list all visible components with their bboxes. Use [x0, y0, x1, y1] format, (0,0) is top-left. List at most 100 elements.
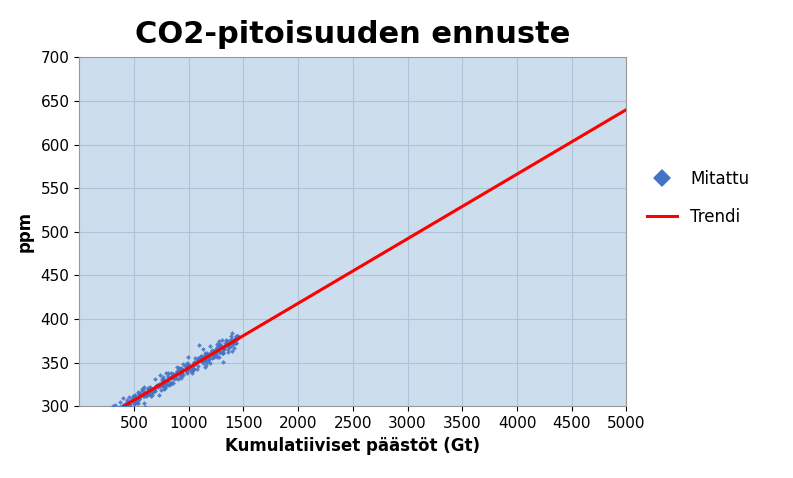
Point — [184, 367, 197, 374]
Point — [144, 387, 156, 394]
Point — [117, 408, 130, 416]
Point — [151, 382, 163, 390]
Point — [188, 360, 201, 368]
Point — [193, 341, 205, 348]
Point — [123, 401, 136, 408]
Point — [154, 382, 167, 390]
Point — [158, 377, 170, 384]
Point — [167, 371, 179, 379]
Point — [128, 400, 141, 407]
Point — [134, 391, 147, 399]
Point — [162, 372, 174, 380]
Point — [170, 369, 183, 376]
Point — [117, 411, 129, 418]
Point — [113, 404, 126, 412]
Point — [170, 374, 182, 382]
Point — [127, 394, 140, 402]
Point — [121, 406, 134, 414]
Point — [201, 358, 214, 365]
Point — [144, 383, 156, 391]
Point — [228, 345, 240, 352]
Point — [112, 414, 125, 422]
Point — [142, 390, 155, 398]
Point — [211, 353, 224, 360]
Point — [144, 385, 156, 392]
Point — [219, 342, 232, 349]
Point — [224, 337, 236, 344]
Point — [207, 353, 220, 361]
Point — [220, 337, 233, 344]
Point — [111, 415, 124, 423]
Point — [205, 346, 218, 354]
Point — [146, 388, 159, 396]
Point — [196, 357, 209, 364]
Point — [201, 356, 214, 364]
Point — [109, 402, 121, 409]
Point — [216, 358, 229, 366]
Y-axis label: ppm: ppm — [16, 211, 33, 252]
Point — [155, 377, 168, 384]
Point — [158, 380, 170, 388]
Point — [161, 377, 174, 385]
Point — [197, 345, 209, 352]
Point — [153, 380, 166, 388]
Point — [189, 360, 201, 368]
Point — [181, 369, 193, 376]
Point — [210, 340, 223, 348]
Point — [205, 348, 217, 356]
Point — [111, 409, 124, 416]
Point — [178, 362, 191, 370]
Point — [186, 364, 198, 372]
Point — [113, 410, 125, 418]
Point — [162, 375, 174, 382]
Point — [144, 392, 157, 400]
Point — [203, 356, 216, 363]
Point — [218, 345, 231, 352]
Point — [148, 388, 161, 395]
Point — [209, 351, 222, 358]
Point — [197, 353, 209, 360]
Point — [229, 333, 242, 340]
Point — [230, 334, 243, 342]
Point — [180, 366, 193, 373]
Point — [165, 373, 178, 381]
Point — [148, 386, 161, 393]
Point — [130, 394, 143, 402]
Point — [201, 351, 213, 358]
Point — [228, 338, 240, 346]
Point — [180, 359, 193, 367]
Point — [213, 353, 225, 360]
Point — [107, 410, 120, 417]
Point — [136, 388, 148, 395]
Point — [191, 363, 204, 370]
Point — [118, 402, 131, 410]
Point — [133, 395, 146, 403]
Point — [216, 336, 228, 344]
Point — [128, 391, 141, 399]
Point — [151, 381, 163, 389]
Point — [191, 356, 204, 364]
Point — [151, 382, 163, 390]
Point — [214, 342, 227, 349]
Point — [177, 371, 190, 379]
Point — [205, 354, 218, 362]
Point — [117, 405, 130, 413]
Point — [202, 354, 215, 362]
Point — [171, 376, 184, 383]
Point — [159, 380, 172, 388]
Point — [198, 355, 211, 362]
Point — [208, 347, 220, 355]
Point — [162, 369, 174, 377]
Point — [128, 392, 140, 400]
Point — [216, 349, 228, 357]
Point — [186, 367, 198, 375]
Point — [222, 340, 235, 348]
Point — [190, 358, 203, 366]
Point — [120, 406, 132, 414]
Point — [113, 406, 126, 414]
Point — [160, 381, 173, 389]
Point — [176, 365, 189, 372]
Point — [163, 380, 176, 388]
Point — [109, 405, 121, 413]
Point — [155, 381, 168, 389]
